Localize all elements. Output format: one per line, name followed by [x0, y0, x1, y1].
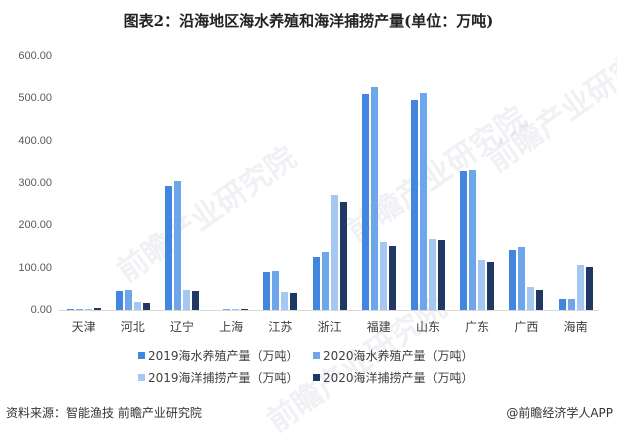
bar-group — [312, 0, 347, 310]
legend-label: 2019海水养殖产量（万吨） — [148, 348, 299, 363]
bar-group — [361, 0, 396, 310]
legend-item-2019-catch: 2019海洋捕捞产量（万吨） — [138, 369, 313, 386]
bar-group — [411, 0, 445, 310]
bar — [438, 240, 445, 310]
bar — [232, 309, 240, 310]
bar — [183, 290, 190, 310]
bar — [165, 185, 172, 310]
legend-swatch-icon — [313, 351, 320, 359]
bar — [174, 180, 181, 310]
legend-label: 2019海洋捕捞产量（万吨） — [148, 370, 299, 385]
y-tick-label: 0.00 — [30, 304, 52, 316]
bar — [93, 308, 101, 310]
bar — [420, 92, 427, 310]
y-tick-label: 200.00 — [18, 219, 52, 232]
x-tick-label: 山东 — [415, 320, 440, 334]
bar-group — [66, 0, 101, 310]
bar-group — [115, 0, 150, 310]
bar — [223, 309, 231, 310]
x-tick-label: 海南 — [563, 320, 588, 334]
bar — [370, 86, 378, 310]
x-tick-label: 上海 — [219, 320, 244, 334]
bar — [576, 265, 584, 310]
y-tick-label: 100.00 — [18, 261, 52, 274]
bar-group — [509, 0, 544, 310]
bar — [263, 271, 271, 310]
bar — [115, 290, 123, 310]
x-tick-label: 辽宁 — [169, 320, 194, 334]
bar-group — [165, 0, 199, 310]
bar — [509, 249, 517, 310]
bar — [312, 257, 320, 310]
credit-note: @前瞻经济学人APP — [506, 406, 613, 420]
x-axis-line — [59, 310, 599, 311]
bar — [429, 238, 436, 310]
legend-label: 2020海洋捕捞产量（万吨） — [323, 370, 474, 385]
chart-title: 图表2：沿海地区海水养殖和海洋捕捞产量(单位：万吨) — [123, 12, 494, 30]
bar-group — [558, 0, 593, 310]
bar — [518, 246, 526, 310]
bar-group — [460, 0, 495, 310]
x-tick-label: 广西 — [514, 320, 539, 334]
x-tick-label: 广东 — [465, 320, 490, 334]
y-tick-label: 600.00 — [18, 50, 52, 62]
legend-swatch-icon — [138, 351, 145, 359]
bar — [241, 309, 249, 310]
bar — [487, 262, 495, 310]
bar — [567, 299, 575, 310]
bar — [469, 169, 477, 310]
bar — [66, 308, 74, 310]
bar — [281, 291, 289, 310]
y-tick-label: 400.00 — [18, 134, 52, 147]
bar — [536, 290, 544, 310]
bar — [142, 302, 150, 310]
bar — [330, 194, 338, 310]
y-tick-label: 500.00 — [18, 92, 52, 105]
bar — [361, 94, 369, 310]
bar — [133, 301, 141, 310]
bar — [290, 293, 298, 310]
bar — [124, 290, 132, 310]
bar — [339, 202, 347, 310]
legend-item-2020-aquaculture: 2020海水养殖产量（万吨） — [313, 347, 488, 364]
bar — [527, 287, 535, 310]
bar — [75, 308, 83, 310]
legend-item-2019-aquaculture: 2019海水养殖产量（万吨） — [138, 347, 313, 364]
bar — [411, 100, 418, 310]
legend-swatch-icon — [313, 373, 320, 381]
bar — [192, 290, 199, 310]
legend-item-2020-catch: 2020海洋捕捞产量（万吨） — [313, 369, 488, 386]
x-tick-label: 河北 — [120, 320, 145, 334]
x-tick-label: 浙江 — [317, 320, 342, 334]
bar — [585, 267, 593, 310]
source-note: 资料来源：智能渔技 前瞻产业研究院 — [6, 406, 202, 420]
bar — [478, 260, 486, 310]
x-tick-label: 福建 — [366, 320, 391, 334]
bar — [84, 308, 92, 310]
bar — [272, 271, 280, 310]
bar — [460, 171, 468, 310]
bar-group — [263, 0, 298, 310]
legend-swatch-icon — [138, 373, 145, 381]
bar — [379, 241, 387, 310]
chart-legend: 2019海水养殖产量（万吨） 2020海水养殖产量（万吨） 2019海洋捕捞产量… — [138, 344, 488, 388]
legend-label: 2020海水养殖产量（万吨） — [323, 348, 474, 363]
bar — [388, 246, 396, 310]
y-tick-label: 300.00 — [18, 177, 52, 189]
bar — [321, 252, 329, 310]
x-tick-label: 江苏 — [268, 320, 293, 334]
bar — [558, 299, 566, 310]
bar-group — [214, 0, 249, 310]
x-tick-label: 天津 — [71, 320, 96, 334]
